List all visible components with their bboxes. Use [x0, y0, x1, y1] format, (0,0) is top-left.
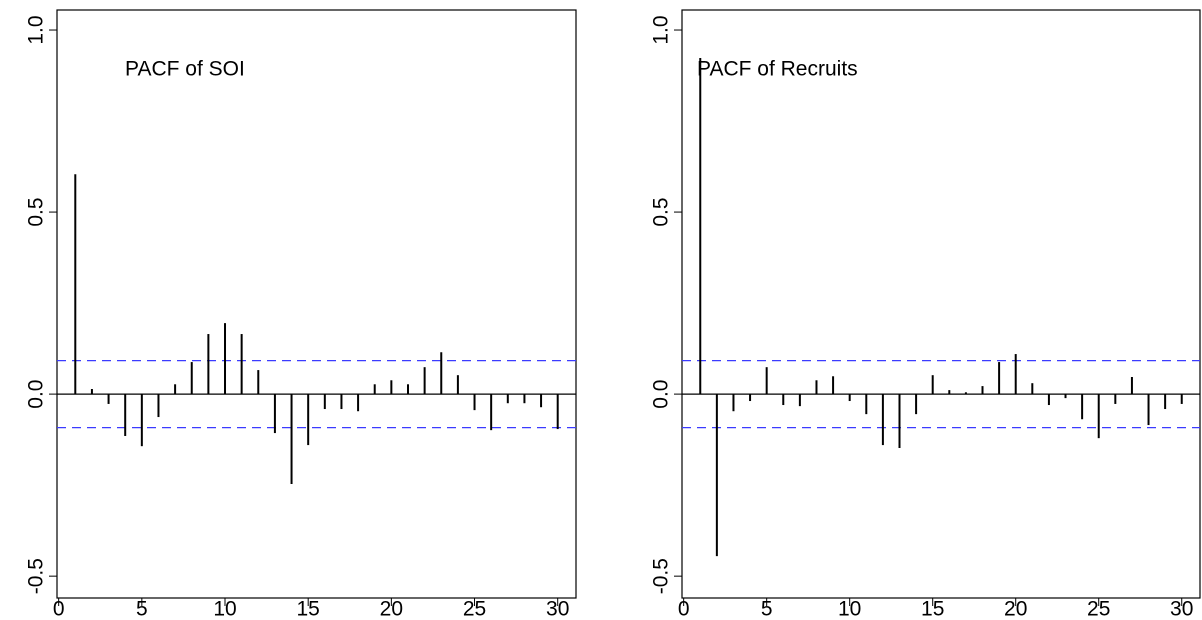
- y-tick-label: -0.5: [25, 558, 48, 594]
- plot-frame: [681, 9, 1201, 599]
- y-tick-label: -0.5: [650, 558, 673, 594]
- x-tick-label: 30: [1170, 598, 1193, 620]
- plot-frame: [56, 9, 577, 599]
- x-tick-label: 10: [213, 598, 236, 620]
- x-tick-label: 15: [297, 598, 320, 620]
- x-tick-label: 30: [546, 598, 569, 620]
- y-tick-label: 0.5: [25, 197, 48, 226]
- x-tick-label: 5: [761, 598, 773, 620]
- x-tick-label: 0: [53, 598, 65, 620]
- y-tick-label: 0.5: [650, 197, 673, 226]
- chart-title: PACF of Recruits: [697, 58, 858, 81]
- y-tick-label: 0.0: [650, 380, 673, 409]
- x-tick-label: 5: [136, 598, 148, 620]
- x-tick-label: 20: [1004, 598, 1027, 620]
- x-tick-label: 20: [380, 598, 403, 620]
- y-tick-label: 1.0: [650, 15, 673, 44]
- x-tick-label: 15: [921, 598, 944, 620]
- y-tick-label: 0.0: [25, 380, 48, 409]
- chart-title: PACF of SOI: [125, 58, 245, 81]
- y-tick-label: 1.0: [25, 15, 48, 44]
- x-tick-label: 0: [678, 598, 690, 620]
- x-tick-label: 25: [1087, 598, 1110, 620]
- x-tick-label: 10: [838, 598, 861, 620]
- x-tick-label: 25: [463, 598, 486, 620]
